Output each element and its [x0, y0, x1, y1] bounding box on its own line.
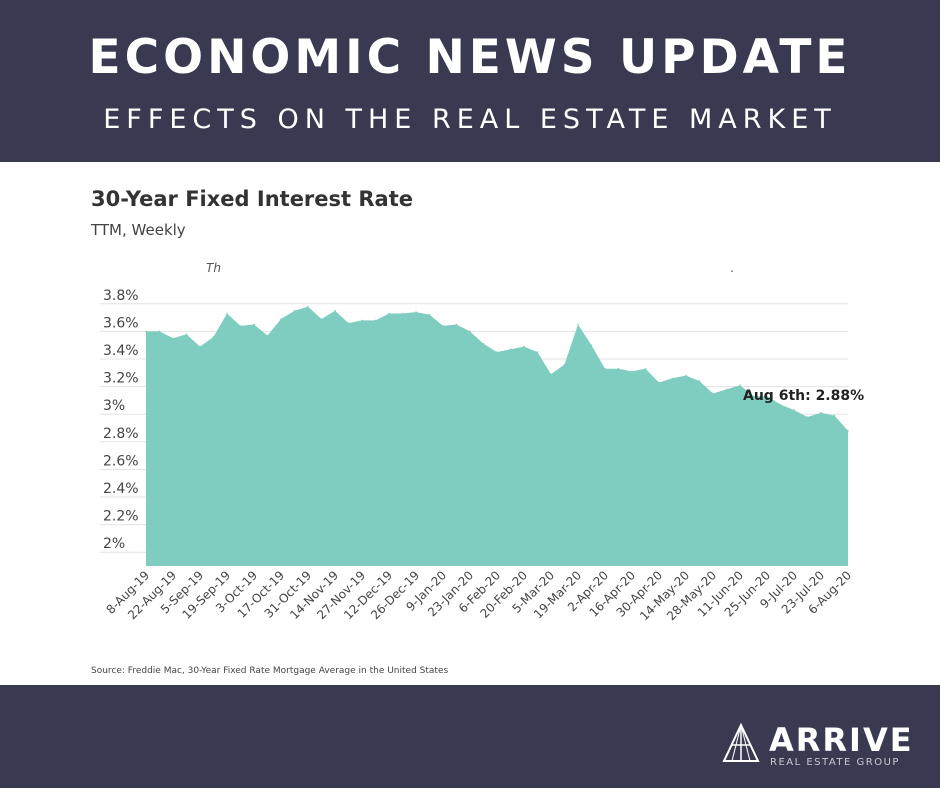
y-tick-label: 2.2%	[103, 509, 139, 525]
x-axis-ticks: 8-Aug-1922-Aug-195-Sep-1919-Sep-193-Oct-…	[104, 568, 855, 623]
data-point	[793, 409, 795, 411]
headline: ECONOMIC NEWS UPDATE	[88, 30, 852, 85]
chart-subtitle: TTM, Weekly	[90, 221, 186, 239]
data-point	[752, 395, 755, 398]
data-point	[239, 325, 242, 327]
data-point	[766, 395, 768, 398]
data-point	[280, 318, 282, 320]
data-point	[617, 367, 620, 370]
data-point	[320, 318, 323, 320]
data-point	[536, 351, 539, 353]
data-point	[442, 325, 444, 327]
data-point	[226, 312, 228, 315]
data-point	[347, 322, 350, 324]
data-point	[172, 337, 174, 340]
data-point	[185, 333, 188, 336]
data-point	[739, 384, 741, 387]
y-tick-label: 2.6%	[103, 453, 139, 469]
data-point	[590, 344, 593, 347]
data-point	[671, 377, 674, 380]
source-note: Source: Freddie Mac, 30-Year Fixed Rate …	[91, 666, 448, 676]
faded-text-left: Th	[206, 261, 221, 275]
data-point	[388, 312, 390, 315]
y-tick-label: 3.8%	[103, 288, 139, 304]
subheadline: EFFECTS ON THE REAL ESTATE MARKET	[103, 104, 837, 135]
data-point	[644, 367, 647, 370]
data-point	[428, 314, 431, 316]
data-point	[496, 351, 498, 353]
data-point	[293, 309, 296, 312]
data-point	[158, 330, 161, 333]
y-tick-label: 3.2%	[103, 371, 139, 387]
y-tick-label: 2.8%	[103, 426, 139, 442]
data-area	[145, 305, 849, 566]
rate-area	[146, 306, 848, 566]
data-point	[563, 363, 566, 366]
data-point	[266, 334, 269, 337]
y-tick-label: 2%	[103, 536, 125, 552]
data-point	[199, 345, 201, 348]
data-point	[577, 323, 579, 326]
data-point	[145, 330, 147, 333]
y-tick-label: 3.6%	[103, 315, 139, 331]
data-point	[401, 312, 404, 315]
data-point	[361, 319, 363, 322]
data-point	[806, 416, 809, 418]
data-point	[847, 430, 849, 432]
data-point	[374, 319, 377, 322]
data-point	[253, 323, 255, 326]
data-point	[509, 348, 512, 351]
data-point	[550, 373, 552, 376]
data-point	[833, 414, 836, 417]
chart-title: 30-Year Fixed Interest Rate	[91, 187, 413, 211]
faded-text-right: .	[730, 261, 734, 275]
triangle-logo-icon	[722, 723, 760, 762]
data-point	[712, 392, 714, 395]
y-tick-label: 3.4%	[103, 343, 139, 359]
y-tick-label: 3%	[103, 398, 125, 414]
data-point	[820, 412, 822, 414]
value-annotation: Aug 6th: 2.88%	[743, 388, 864, 404]
data-point	[779, 403, 782, 406]
data-point	[523, 345, 525, 348]
data-point	[334, 309, 336, 312]
data-point	[604, 367, 606, 370]
data-point	[685, 374, 687, 377]
data-point	[212, 336, 215, 338]
data-point	[631, 370, 633, 373]
data-point	[658, 381, 660, 384]
brand-name: ARRIVE	[769, 721, 914, 759]
header-banner: ECONOMIC NEWS UPDATE EFFECTS ON THE REAL…	[0, 0, 940, 162]
data-point	[307, 305, 309, 308]
data-point	[725, 388, 728, 391]
y-tick-label: 2.4%	[103, 481, 139, 497]
data-point	[455, 323, 458, 326]
data-point	[469, 330, 471, 333]
brand-tagline: REAL ESTATE GROUP	[770, 757, 900, 768]
y-axis-ticks: 3.8% 3.6% 3.4% 3.2% 3% 2.8% 2.6% 2.4% 2.2% 2%	[103, 288, 139, 552]
data-point	[698, 380, 701, 382]
data-point	[415, 311, 417, 313]
footer-bar	[0, 685, 940, 788]
data-point	[482, 343, 485, 345]
